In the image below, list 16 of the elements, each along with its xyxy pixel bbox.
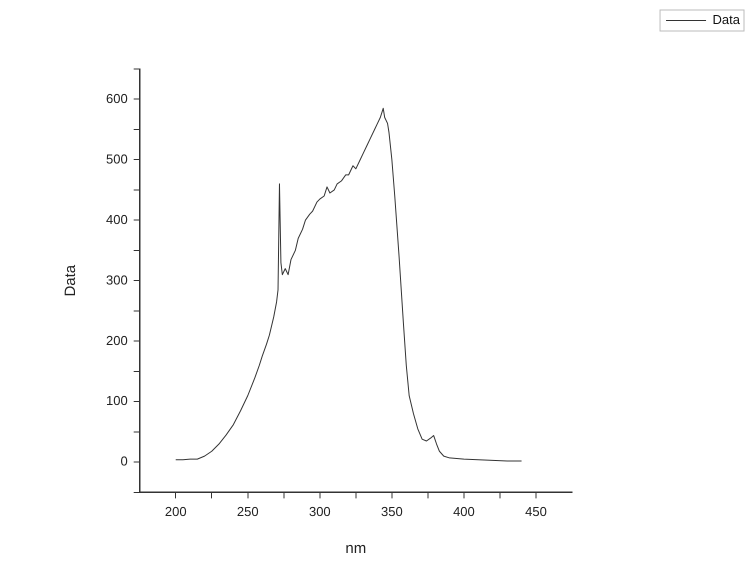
y-tick-label: 400 xyxy=(106,212,128,227)
y-tick-label: 500 xyxy=(106,151,128,166)
y-tick-label: 0 xyxy=(120,454,128,469)
legend-label: Data xyxy=(712,12,741,28)
x-axis-title: nm xyxy=(345,540,366,558)
x-tick-label: 400 xyxy=(453,504,475,519)
x-tick-label: 450 xyxy=(525,504,547,519)
x-tick-label: 350 xyxy=(381,504,403,519)
x-tick-label: 250 xyxy=(236,504,259,519)
y-tick-label: 300 xyxy=(106,272,128,288)
y-tick-label: 100 xyxy=(106,393,128,408)
y-tick-label: 200 xyxy=(106,332,128,348)
y-tick-label: 600 xyxy=(106,90,128,106)
y-axis-title: Data xyxy=(62,264,80,297)
x-tick-label: 300 xyxy=(308,504,331,519)
x-tick-label: 200 xyxy=(164,504,187,519)
